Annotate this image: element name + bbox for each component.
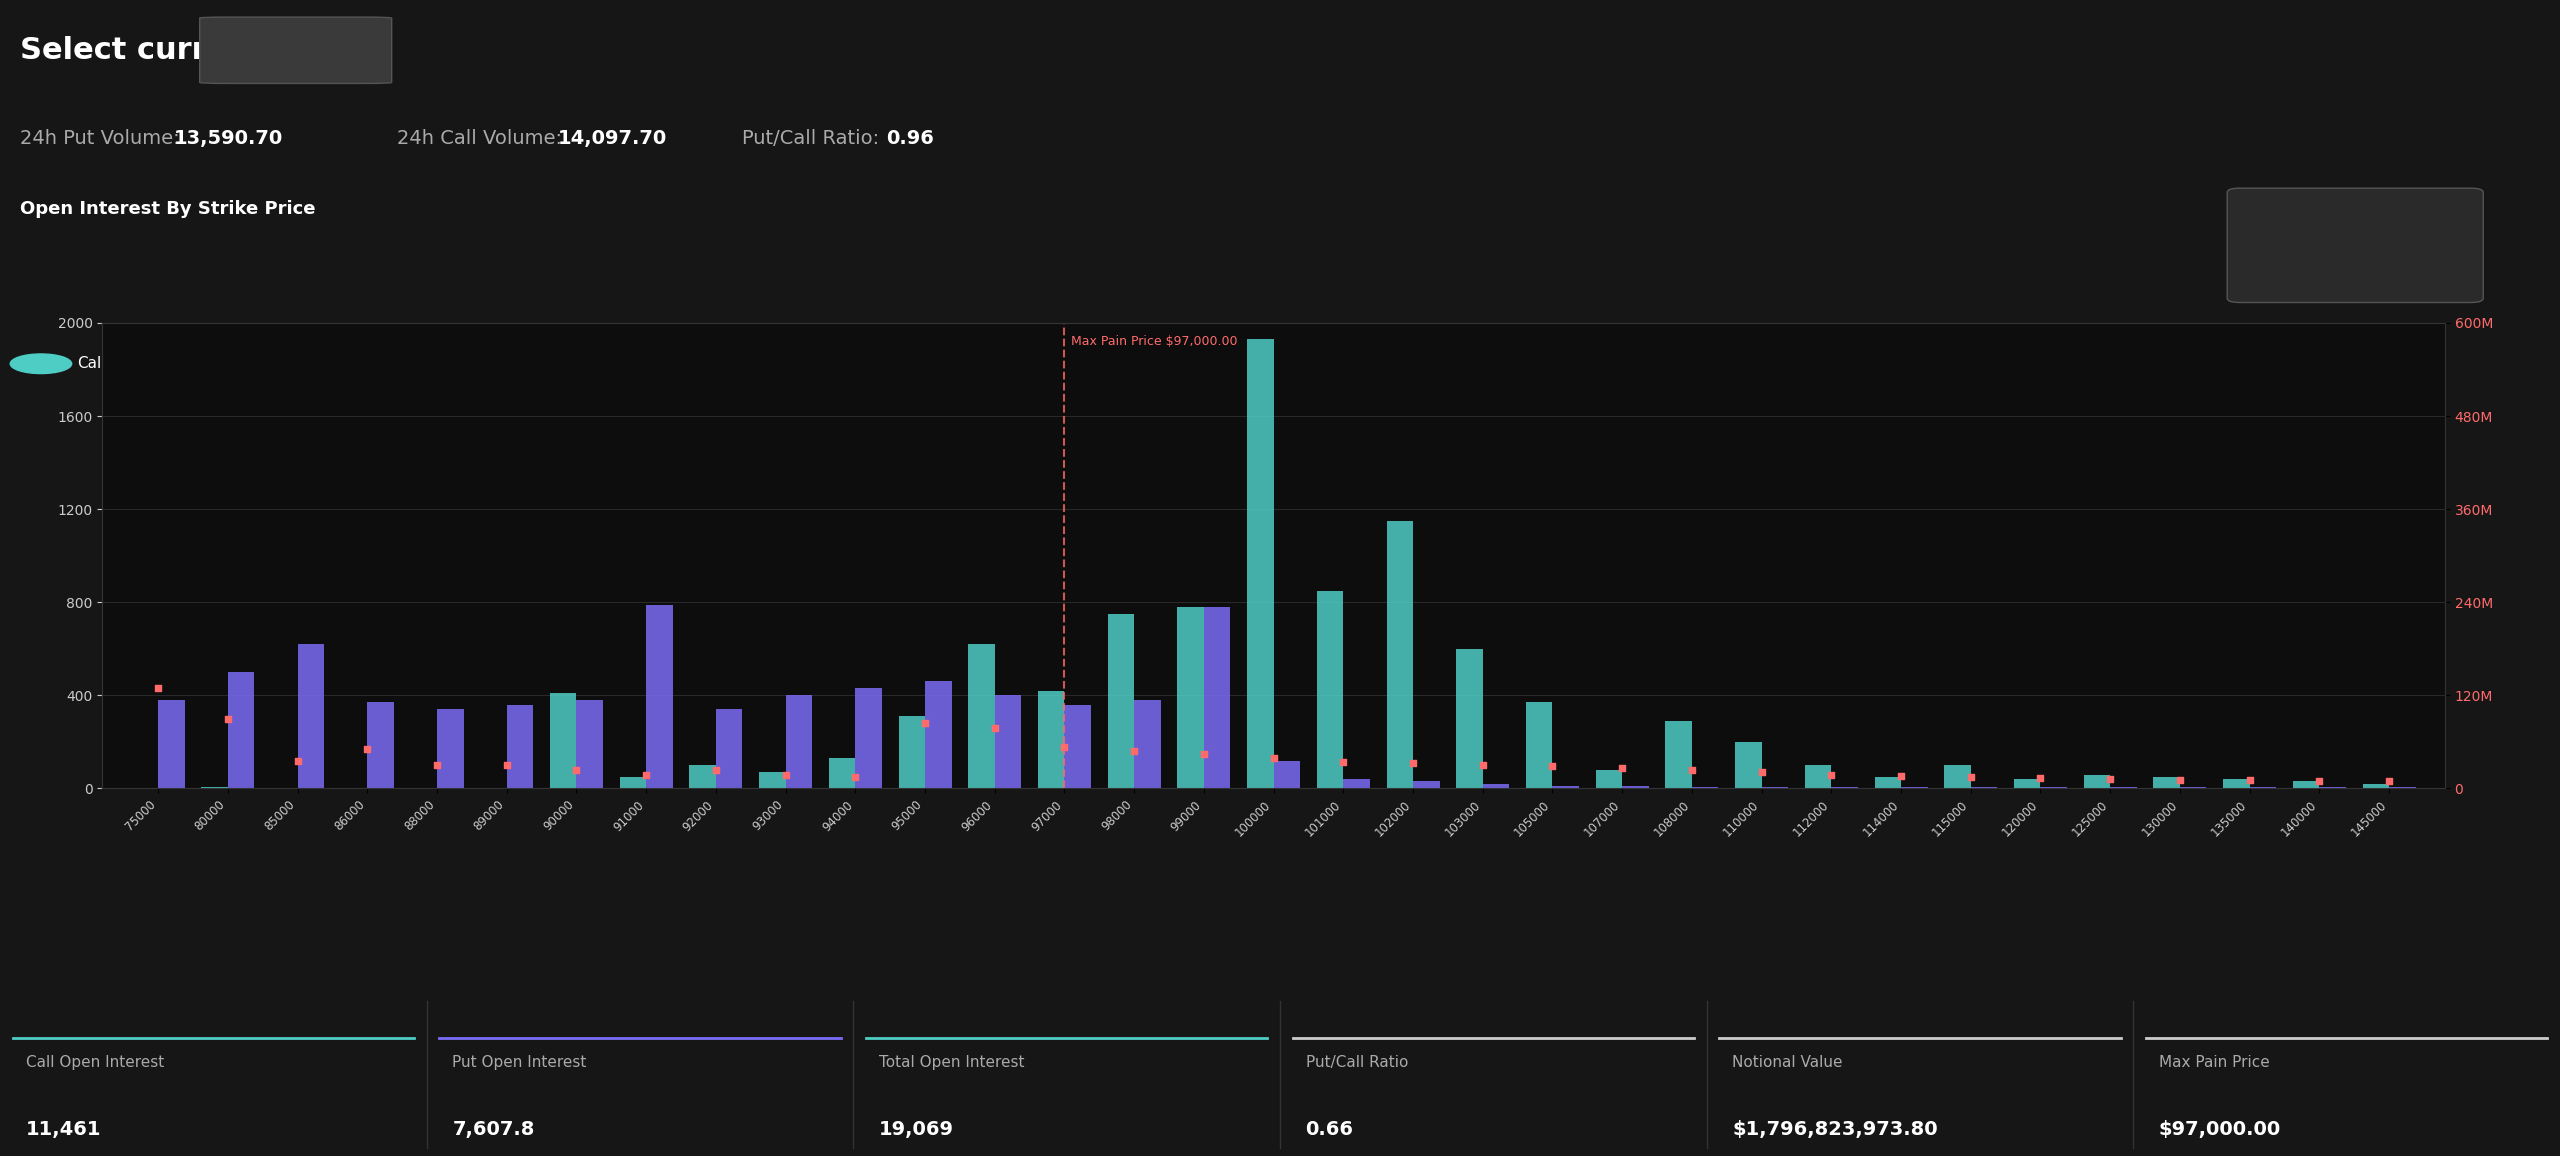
Point bbox=[1951, 768, 1992, 786]
Point bbox=[1462, 756, 1503, 775]
Point bbox=[486, 756, 527, 775]
Text: Put/Call Ratio: Put/Call Ratio bbox=[1306, 1054, 1408, 1069]
Point bbox=[417, 756, 458, 775]
Text: 13,590.70: 13,590.70 bbox=[174, 128, 284, 148]
Text: 19,069: 19,069 bbox=[878, 1120, 955, 1139]
Text: 14,097.70: 14,097.70 bbox=[558, 128, 668, 148]
Text: BTC  ▼: BTC ▼ bbox=[236, 40, 317, 60]
Text: $97,000.00: $97,000.00 bbox=[2158, 1120, 2281, 1139]
Point bbox=[1672, 761, 1713, 779]
Point bbox=[1531, 757, 1572, 776]
Text: Calls: Calls bbox=[77, 356, 113, 371]
Text: $1,796,823,973.80: $1,796,823,973.80 bbox=[1733, 1120, 1938, 1139]
Text: 24h Put Volume:: 24h Put Volume: bbox=[20, 128, 179, 148]
Point bbox=[1254, 749, 1295, 768]
Text: Open Interest By Strike Price: Open Interest By Strike Price bbox=[20, 200, 315, 218]
Text: Total Open Interest: Total Open Interest bbox=[878, 1054, 1024, 1069]
FancyBboxPatch shape bbox=[200, 17, 392, 83]
Point bbox=[2089, 770, 2130, 788]
Point bbox=[2299, 772, 2340, 791]
Point bbox=[835, 768, 876, 786]
Point bbox=[1044, 738, 1085, 756]
Text: Max Pain Price: Max Pain Price bbox=[2158, 1054, 2271, 1069]
Point bbox=[2161, 770, 2202, 788]
Point bbox=[1810, 765, 1851, 784]
Bar bbox=[315, 351, 351, 376]
Point bbox=[207, 710, 248, 728]
Text: 0.96: 0.96 bbox=[886, 128, 934, 148]
Point bbox=[346, 740, 387, 758]
Text: 10 Jan 25  ▼: 10 Jan 25 ▼ bbox=[2307, 238, 2394, 252]
Point bbox=[975, 719, 1016, 738]
Point bbox=[765, 765, 806, 784]
Point bbox=[1741, 763, 1782, 781]
Text: Select currency:: Select currency: bbox=[20, 36, 300, 65]
Circle shape bbox=[10, 354, 72, 373]
Text: Puts: Puts bbox=[223, 356, 256, 371]
Point bbox=[2230, 771, 2271, 790]
Text: Notional Value: Notional Value bbox=[1733, 1054, 1843, 1069]
Text: 24h Call Volume:: 24h Call Volume: bbox=[397, 128, 561, 148]
Text: Put Open Interest: Put Open Interest bbox=[453, 1054, 586, 1069]
Point bbox=[276, 751, 317, 770]
Point bbox=[1603, 758, 1644, 777]
Text: Put/Call Ratio:: Put/Call Ratio: bbox=[742, 128, 881, 148]
Point bbox=[138, 679, 179, 697]
Text: Total Intrinsic Value: Total Intrinsic Value bbox=[366, 356, 515, 371]
Point bbox=[2020, 769, 2061, 787]
Point bbox=[1882, 766, 1923, 785]
Point bbox=[696, 761, 737, 779]
Point bbox=[556, 761, 596, 779]
Point bbox=[1114, 742, 1155, 761]
Point bbox=[1393, 754, 1434, 772]
Text: Call Open Interest: Call Open Interest bbox=[26, 1054, 164, 1069]
Text: 7,607.8: 7,607.8 bbox=[453, 1120, 535, 1139]
FancyBboxPatch shape bbox=[2227, 188, 2483, 303]
Text: 11,461: 11,461 bbox=[26, 1120, 100, 1139]
Circle shape bbox=[156, 354, 218, 373]
Point bbox=[625, 765, 666, 784]
Text: 0.66: 0.66 bbox=[1306, 1120, 1354, 1139]
Point bbox=[1183, 744, 1224, 763]
Point bbox=[2368, 772, 2409, 791]
Point bbox=[904, 714, 945, 733]
Point bbox=[1324, 753, 1364, 771]
